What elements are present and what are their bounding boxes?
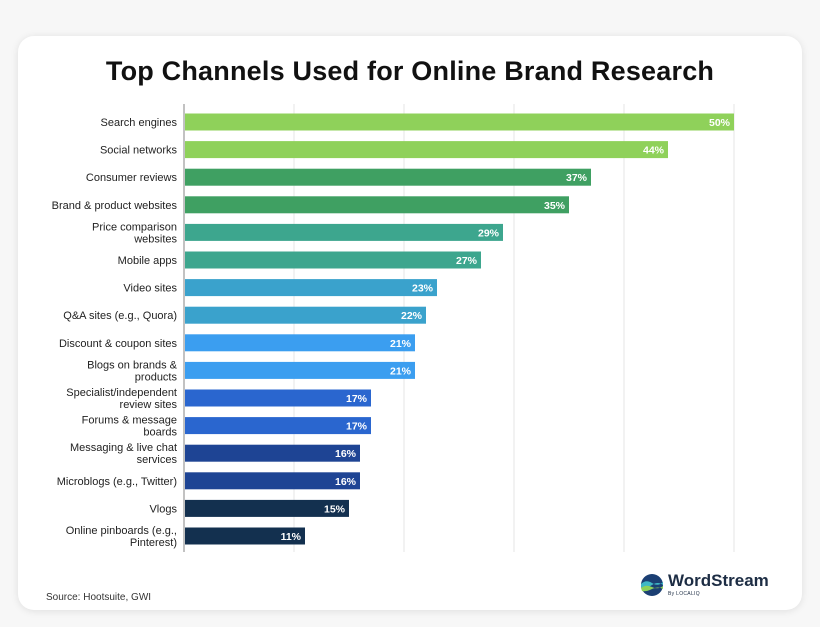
wordstream-logo: WordStream By LOCALIQ [640, 571, 790, 601]
logo-wordmark: WordStream [668, 571, 769, 590]
bar [185, 279, 437, 297]
wave-logo-icon [641, 574, 663, 596]
category-label: Discount & coupon sites [59, 338, 178, 350]
category-label: Video sites [123, 283, 177, 295]
data-label: 16% [335, 476, 357, 488]
bar [185, 444, 360, 462]
bar [185, 417, 371, 435]
category-label: Specialist/independent review sites [66, 387, 177, 411]
category-label: Brand & product websites [52, 200, 178, 212]
bar [185, 141, 668, 159]
data-label: 37% [566, 172, 588, 184]
bar [185, 223, 503, 241]
data-label: 21% [390, 365, 412, 377]
bar [185, 196, 569, 214]
bar [185, 251, 481, 269]
bar [185, 113, 734, 131]
category-label: Price comparison websites [92, 221, 177, 245]
data-label: 17% [346, 393, 368, 405]
data-label: 23% [412, 283, 434, 295]
data-label: 27% [456, 255, 478, 267]
category-label: Vlogs [149, 503, 177, 515]
category-label: Microblogs (e.g., Twitter) [57, 476, 177, 488]
bar [185, 389, 371, 407]
data-label: 16% [335, 448, 357, 460]
data-label: 11% [281, 531, 302, 543]
bar [185, 334, 415, 352]
category-label: Online pinboards (e.g., Pinterest) [66, 525, 177, 549]
category-label: Q&A sites (e.g., Quora) [63, 310, 177, 322]
bar [185, 306, 426, 324]
data-label: 17% [346, 421, 368, 433]
bar [185, 361, 415, 379]
source-note: Source: Hootsuite, GWI [46, 592, 152, 603]
data-label: 29% [478, 227, 500, 239]
category-label: Consumer reviews [86, 172, 178, 184]
data-label: 44% [643, 145, 665, 157]
bar [185, 499, 349, 517]
logo-subtext: By LOCALIQ [668, 591, 700, 597]
bar [185, 527, 305, 545]
category-label: Forums & message boards [82, 415, 178, 439]
category-label: Blogs on brands & products [87, 359, 178, 383]
data-label: 35% [544, 200, 566, 212]
data-label: 22% [401, 310, 423, 322]
data-label: 21% [390, 338, 412, 350]
bar [185, 168, 591, 186]
category-label: Social networks [100, 145, 178, 157]
data-label: 50% [709, 117, 731, 129]
bar [185, 472, 360, 490]
category-label: Messaging & live chat services [70, 442, 177, 466]
category-label: Search engines [101, 117, 178, 129]
chart-title: Top Channels Used for Online Brand Resea… [105, 56, 715, 86]
category-label: Mobile apps [118, 255, 178, 267]
data-label: 15% [324, 503, 346, 515]
